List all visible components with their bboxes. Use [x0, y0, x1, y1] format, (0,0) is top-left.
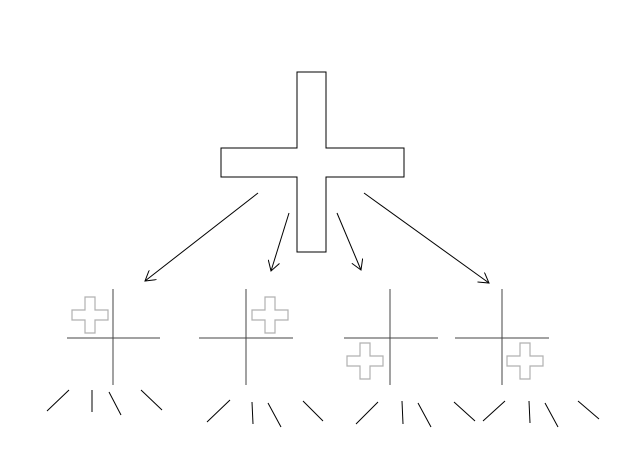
child-3-stroke-3: [417, 402, 432, 428]
child-diagram-2: [199, 289, 324, 428]
child-2-stroke-3: [267, 402, 282, 428]
child-diagram-1: [46, 289, 163, 416]
arrow-to-child-1: [145, 192, 259, 281]
child-2-stroke-4: [302, 400, 324, 422]
child-4-small-cross: [506, 342, 544, 380]
child-3-stroke-4: [453, 401, 476, 422]
child-2-stroke-1: [206, 399, 231, 423]
child-3-small-cross: [346, 342, 384, 380]
child-1-stroke-1: [46, 389, 70, 412]
child-1-stroke-4: [140, 389, 163, 411]
child-diagram-4: [455, 289, 600, 428]
child-diagrams: [46, 289, 600, 428]
child-1-small-cross: [71, 296, 109, 334]
child-2-stroke-2: [251, 401, 254, 425]
child-4-stroke-2: [528, 400, 531, 424]
child-2-small-cross: [251, 296, 289, 334]
child-diagram-3: [344, 289, 476, 428]
child-4-stroke-3: [544, 402, 559, 428]
arrow-to-child-4: [363, 192, 489, 283]
arrow-to-child-3: [336, 212, 361, 270]
child-3-stroke-2: [401, 400, 404, 425]
child-1-stroke-3: [108, 391, 122, 416]
arrow-to-child-2: [271, 212, 290, 271]
child-4-stroke-4: [577, 400, 600, 420]
child-4-stroke-1: [482, 400, 506, 422]
child-3-stroke-1: [355, 401, 379, 425]
root-cross-shape: [220, 71, 405, 253]
